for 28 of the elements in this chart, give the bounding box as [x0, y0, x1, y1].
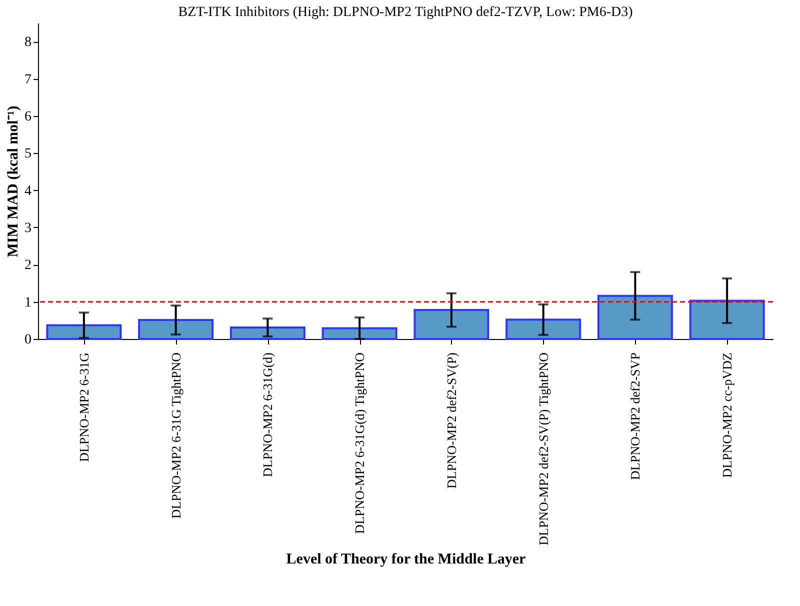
bar — [230, 326, 306, 340]
x-tick-label: DLPNO-MP2 6-31G TightPNO — [168, 352, 184, 519]
y-tick-label: 3 — [24, 220, 32, 236]
bar — [506, 318, 582, 340]
x-tick-label: DLPNO-MP2 def2-SV(P) — [444, 352, 459, 489]
y-tick-label: 8 — [24, 35, 32, 50]
y-tick-label: 7 — [24, 72, 32, 88]
x-tick-label: DLPNO-MP2 cc-pVDZ — [720, 352, 735, 478]
y-axis-title: MIM MAD (kcal mol⁻¹) — [6, 106, 22, 258]
chart-title: BZT-ITK Inhibitors (High: DLPNO-MP2 TightPNO def2-TZVP, Low: PM6-D3) — [178, 5, 634, 20]
x-tick-label: DLPNO-MP2 6-31G(d) TightPNO — [352, 352, 368, 534]
y-tick-label: 1 — [24, 295, 32, 310]
y-tick-label: 2 — [24, 258, 32, 274]
x-axis-title: Level of Theory for the Middle Layer — [286, 552, 526, 568]
bar — [46, 324, 122, 340]
bar — [597, 294, 673, 340]
bar — [414, 309, 490, 340]
y-tick-label: 5 — [24, 146, 32, 162]
x-tick-label: DLPNO-MP2 6-31G — [76, 352, 92, 462]
y-tick-label: 6 — [24, 109, 32, 124]
bar — [322, 327, 398, 340]
bar — [689, 300, 765, 340]
y-tick-label: 0 — [24, 332, 32, 348]
x-tick-label: DLPNO-MP2 def2-SVP — [628, 352, 643, 480]
bar — [138, 319, 214, 340]
x-tick-label: DLPNO-MP2 6-31G(d) — [260, 352, 276, 478]
y-tick-label: 4 — [24, 184, 32, 199]
x-tick-label: DLPNO-MP2 def2-SV(P) TightPNO — [536, 352, 551, 546]
